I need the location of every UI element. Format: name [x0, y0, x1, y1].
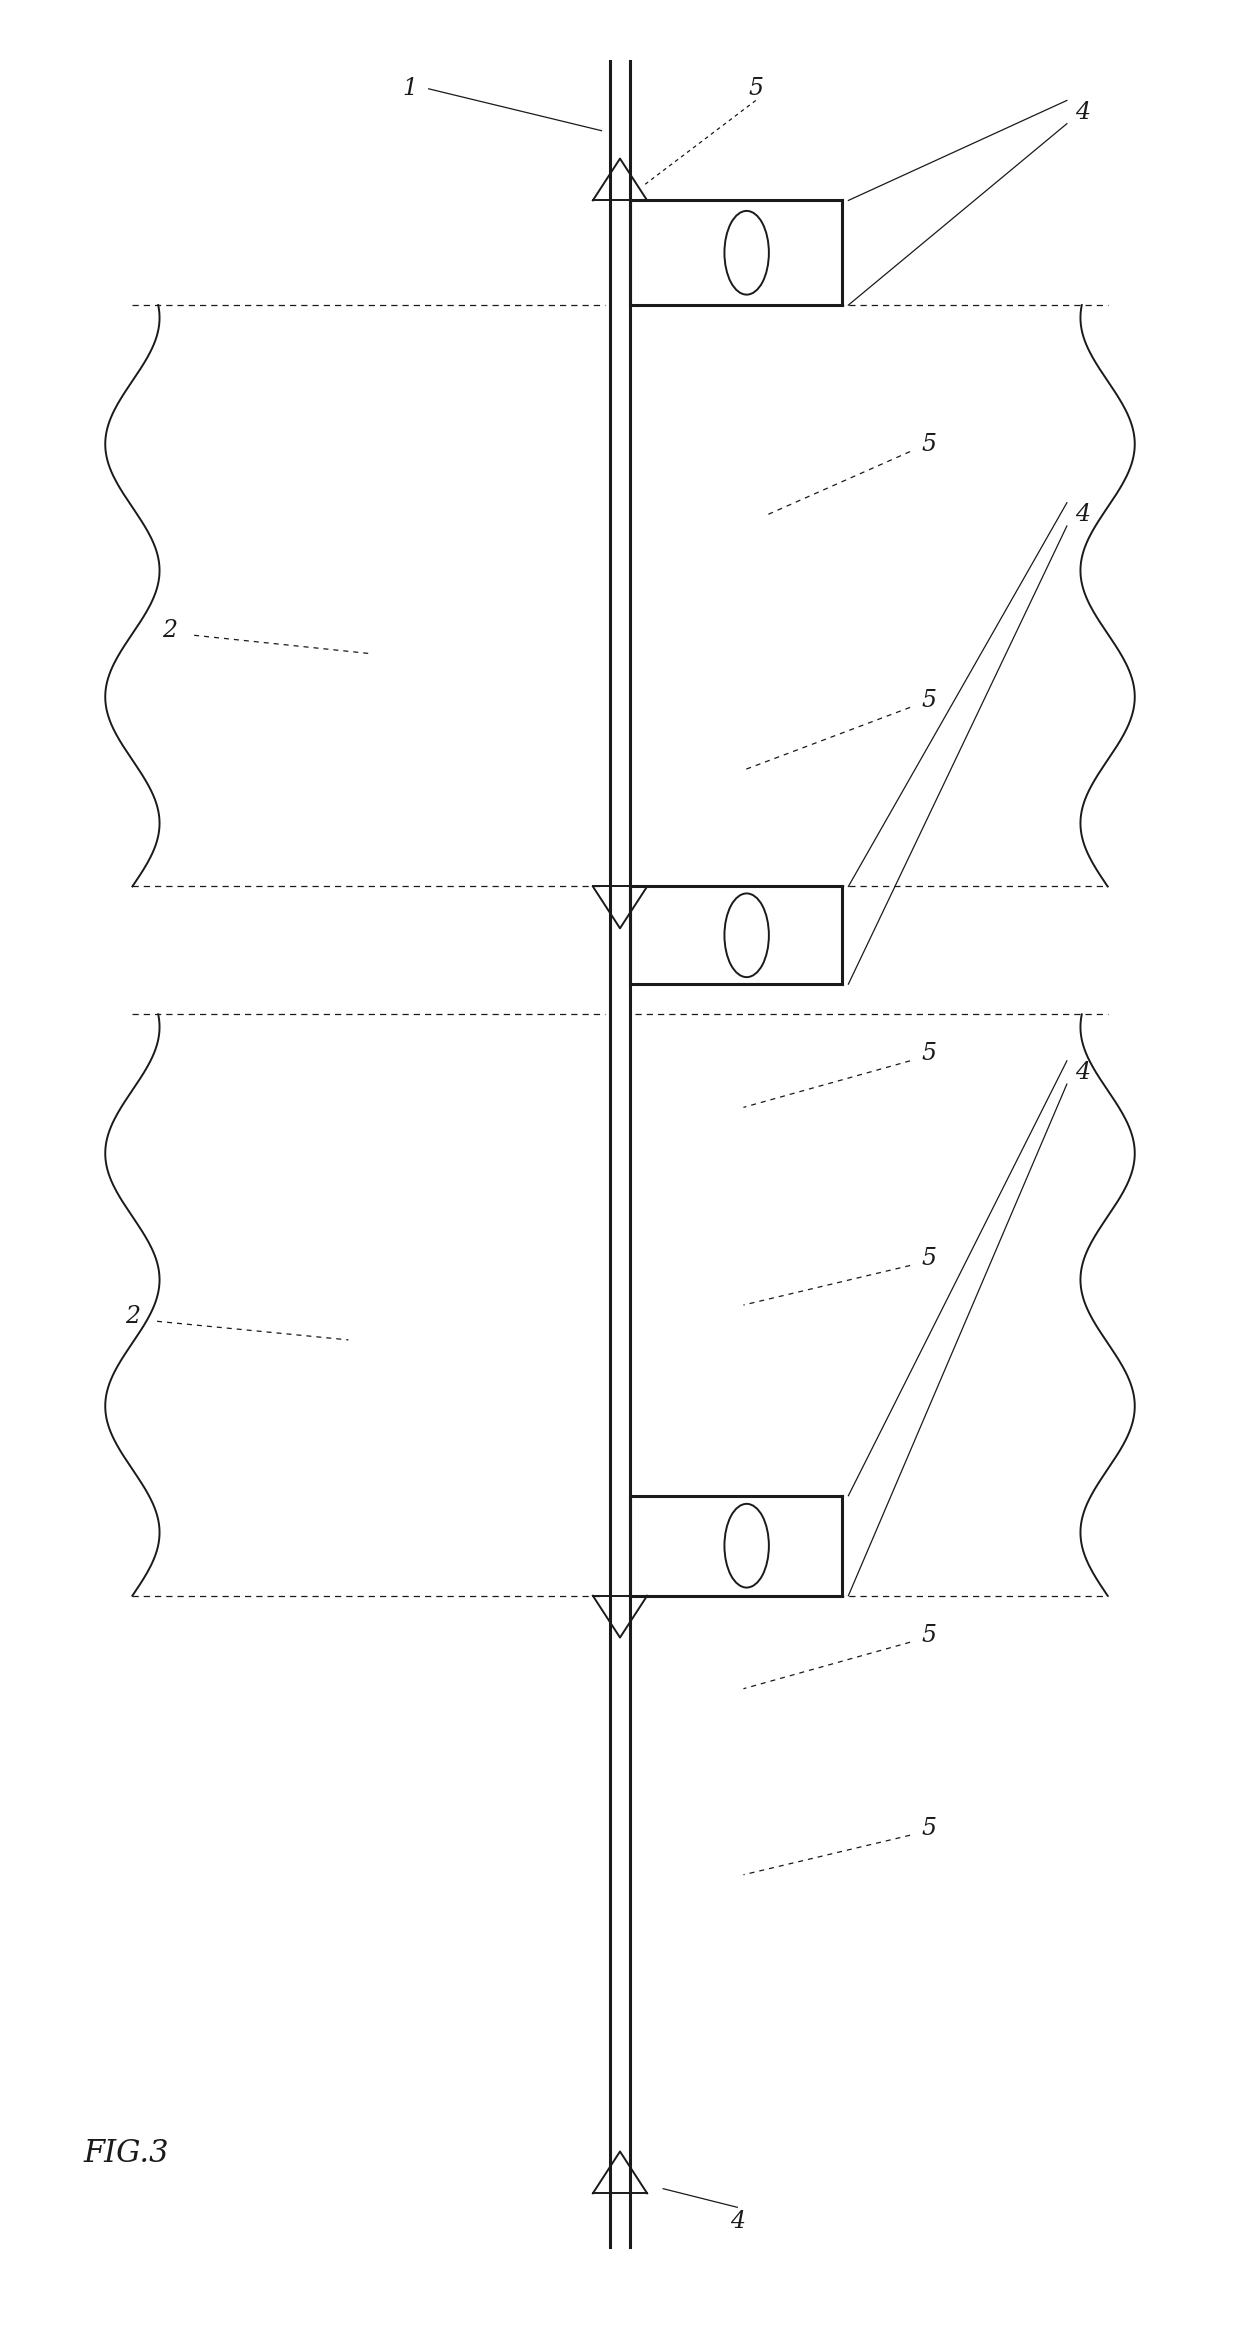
Text: 1: 1	[403, 77, 418, 100]
Text: 2: 2	[125, 1305, 140, 1329]
Text: 4: 4	[730, 2210, 745, 2233]
Text: 5: 5	[921, 690, 936, 711]
Text: 2: 2	[162, 620, 177, 641]
Text: 4: 4	[1075, 100, 1090, 124]
Text: 4: 4	[1075, 1061, 1090, 1084]
Text: 5: 5	[748, 77, 764, 100]
Text: 4: 4	[1075, 503, 1090, 527]
Text: 5: 5	[921, 1816, 936, 1839]
Text: 5: 5	[921, 1042, 936, 1065]
Text: 5: 5	[921, 1247, 936, 1270]
Text: FIG.3: FIG.3	[83, 2138, 169, 2170]
Text: 5: 5	[921, 1625, 936, 1646]
Text: 5: 5	[921, 434, 936, 457]
